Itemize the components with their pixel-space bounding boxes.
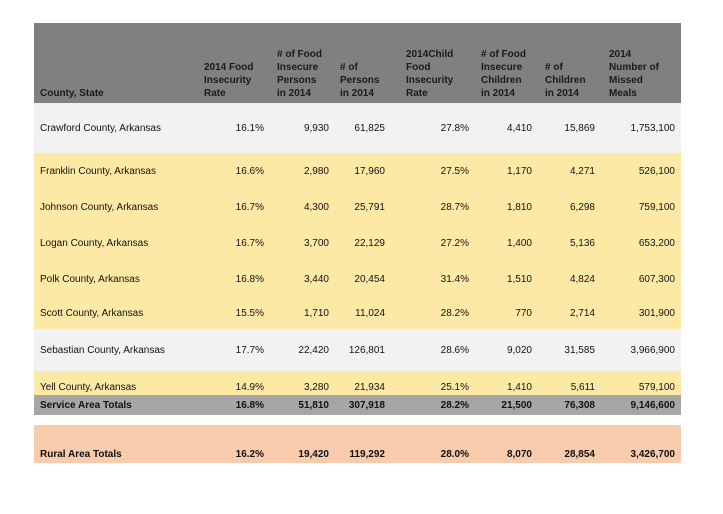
table-row: Polk County, Arkansas 16.8% 3,440 20,454… <box>34 261 681 297</box>
county-cell: Johnson County, Arkansas <box>40 201 159 213</box>
child-rate-cell: 28.7% <box>440 201 469 213</box>
rate-cell: 16.7% <box>235 237 264 249</box>
persons-cell: 22,129 <box>354 237 385 249</box>
insecure-persons-cell: 1,710 <box>303 307 329 319</box>
persons-cell: 11,024 <box>355 307 385 319</box>
children-cell: 4,824 <box>569 273 595 285</box>
missed-meals-cell: 759,100 <box>638 201 675 213</box>
county-cell: Franklin County, Arkansas <box>40 165 156 177</box>
insecure-children-cell: 9,020 <box>506 344 532 356</box>
persons-cell: 119,292 <box>349 449 385 460</box>
county-cell: Polk County, Arkansas <box>40 273 140 285</box>
rate-cell: 16.6% <box>235 165 264 177</box>
persons-cell: 20,454 <box>354 273 385 285</box>
county-cell: Sebastian County, Arkansas <box>40 344 165 356</box>
insecure-children-cell: 4,410 <box>506 122 532 134</box>
missed-meals-cell: 3,966,900 <box>630 344 676 356</box>
table-row: Crawford County, Arkansas 16.1% 9,930 61… <box>34 103 681 153</box>
persons-cell: 307,918 <box>348 399 385 411</box>
totals-label: Service Area Totals <box>40 399 132 411</box>
rate-cell: 16.8% <box>235 399 264 411</box>
insecure-children-cell: 21,500 <box>501 399 532 411</box>
table-header: County, State 2014 Food Insecurity Rate … <box>34 23 681 103</box>
insecure-children-cell: 8,070 <box>506 449 532 460</box>
header-child-food-insecurity-rate: 2014Child Food Insecurity Rate <box>406 49 454 99</box>
rate-cell: 16.1% <box>235 122 264 134</box>
table-row: Sebastian County, Arkansas 17.7% 22,420 … <box>34 329 681 371</box>
rate-cell: 16.7% <box>235 201 264 213</box>
persons-cell: 17,960 <box>354 165 385 177</box>
children-cell: 2,714 <box>569 307 595 319</box>
children-cell: 15,869 <box>564 122 595 134</box>
child-rate-cell: 27.2% <box>440 237 469 249</box>
insecure-children-cell: 1,400 <box>506 237 532 249</box>
county-cell: Logan County, Arkansas <box>40 237 149 249</box>
header-persons: # of Persons in 2014 <box>340 62 380 99</box>
children-cell: 6,298 <box>569 201 595 213</box>
insecure-persons-cell: 3,440 <box>303 273 329 285</box>
rate-cell: 17.7% <box>235 344 264 356</box>
missed-meals-cell: 301,900 <box>638 307 675 319</box>
county-cell: Yell County, Arkansas <box>40 382 137 393</box>
insecure-persons-cell: 2,980 <box>303 165 329 177</box>
table-row: Scott County, Arkansas 15.5% 1,710 11,02… <box>34 297 681 329</box>
insecure-persons-cell: 3,700 <box>303 237 329 249</box>
table-row: Johnson County, Arkansas 16.7% 4,300 25,… <box>34 189 681 225</box>
child-rate-cell: 28.0% <box>440 449 469 460</box>
child-rate-cell: 28.2% <box>440 307 469 319</box>
insecure-persons-cell: 51,810 <box>298 399 329 411</box>
missed-meals-cell: 526,100 <box>638 165 675 177</box>
insecure-children-cell: 1,170 <box>506 165 532 177</box>
insecure-persons-cell: 22,420 <box>298 344 329 356</box>
persons-cell: 25,791 <box>354 201 385 213</box>
county-cell: Scott County, Arkansas <box>40 307 144 319</box>
header-children: # of Children in 2014 <box>545 62 586 99</box>
missed-meals-cell: 653,200 <box>638 237 675 249</box>
children-cell: 31,585 <box>564 344 595 356</box>
rate-cell: 16.8% <box>235 273 264 285</box>
header-missed-meals: 2014 Number of Missed Meals <box>609 49 659 99</box>
header-county-state: County, State <box>40 88 104 99</box>
persons-cell: 21,934 <box>354 382 385 393</box>
rural-area-totals-row: Rural Area Totals 16.2% 19,420 119,292 2… <box>34 425 681 463</box>
child-rate-cell: 31.4% <box>440 273 469 285</box>
children-cell: 4,271 <box>569 165 595 177</box>
missed-meals-cell: 9,146,600 <box>630 399 676 411</box>
missed-meals-cell: 3,426,700 <box>630 449 676 460</box>
child-rate-cell: 25.1% <box>440 382 469 393</box>
totals-label: Rural Area Totals <box>40 449 122 460</box>
service-area-totals-row: Service Area Totals 16.8% 51,810 307,918… <box>34 395 681 415</box>
header-food-insecurity-rate: 2014 Food Insecurity Rate <box>204 62 254 99</box>
table-row: Franklin County, Arkansas 16.6% 2,980 17… <box>34 153 681 189</box>
rate-cell: 15.5% <box>235 307 264 319</box>
rate-cell: 16.2% <box>235 449 264 460</box>
insecure-children-cell: 1,810 <box>506 201 532 213</box>
county-cell: Crawford County, Arkansas <box>40 122 161 134</box>
table-row: Yell County, Arkansas 14.9% 3,280 21,934… <box>34 371 681 395</box>
insecure-children-cell: 1,410 <box>506 382 532 393</box>
insecure-persons-cell: 3,280 <box>303 382 329 393</box>
missed-meals-cell: 607,300 <box>638 273 675 285</box>
children-cell: 5,136 <box>569 237 595 249</box>
persons-cell: 126,801 <box>348 344 385 356</box>
table-row: Logan County, Arkansas 16.7% 3,700 22,12… <box>34 225 681 261</box>
header-food-insecure-persons: # of Food Insecure Persons in 2014 <box>277 49 322 99</box>
child-rate-cell: 28.6% <box>440 344 469 356</box>
children-cell: 5,611 <box>570 382 595 393</box>
missed-meals-cell: 579,100 <box>638 382 675 393</box>
child-rate-cell: 28.2% <box>440 399 469 411</box>
header-food-insecure-children: # of Food Insecure Children in 2014 <box>481 49 526 99</box>
insecure-children-cell: 1,510 <box>506 273 532 285</box>
rate-cell: 14.9% <box>235 382 264 393</box>
insecure-persons-cell: 9,930 <box>303 122 329 134</box>
children-cell: 76,308 <box>564 399 595 411</box>
missed-meals-cell: 1,753,100 <box>630 122 676 134</box>
insecure-persons-cell: 4,300 <box>303 201 329 213</box>
persons-cell: 61,825 <box>354 122 385 134</box>
insecure-children-cell: 770 <box>515 307 532 319</box>
insecure-persons-cell: 19,420 <box>298 449 329 460</box>
children-cell: 28,854 <box>564 449 595 460</box>
child-rate-cell: 27.8% <box>440 122 469 134</box>
child-rate-cell: 27.5% <box>440 165 469 177</box>
